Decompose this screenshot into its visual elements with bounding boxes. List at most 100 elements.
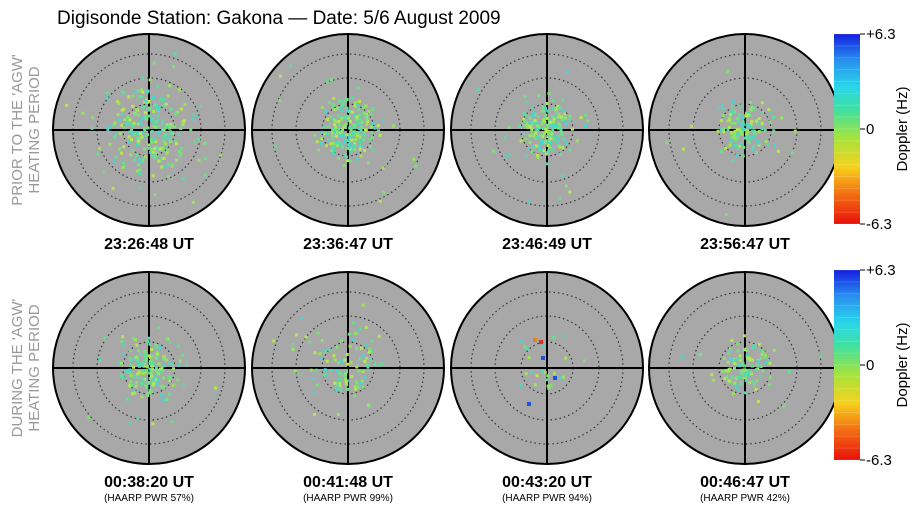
echo bbox=[175, 110, 179, 114]
echo bbox=[540, 122, 544, 126]
echo bbox=[348, 126, 352, 130]
echo bbox=[138, 172, 142, 176]
echo bbox=[199, 104, 203, 108]
echo bbox=[120, 374, 124, 378]
echo bbox=[148, 355, 152, 359]
echo bbox=[358, 357, 362, 361]
echo bbox=[337, 361, 341, 365]
echo bbox=[152, 379, 156, 383]
echo bbox=[117, 118, 121, 122]
echo bbox=[754, 387, 758, 391]
echo bbox=[360, 144, 364, 148]
echo bbox=[149, 389, 153, 393]
echo bbox=[343, 133, 347, 137]
echo bbox=[137, 113, 141, 117]
echo bbox=[576, 139, 580, 143]
echo bbox=[563, 356, 567, 360]
echo bbox=[338, 99, 342, 103]
echo bbox=[358, 135, 362, 139]
echo bbox=[681, 147, 685, 151]
echo bbox=[563, 112, 567, 116]
echo bbox=[741, 116, 745, 120]
echo bbox=[732, 135, 736, 139]
echo bbox=[146, 393, 150, 397]
echo bbox=[543, 370, 547, 374]
echo bbox=[155, 147, 159, 151]
echo bbox=[129, 380, 133, 384]
echo bbox=[547, 129, 551, 133]
echo bbox=[348, 147, 352, 151]
echo bbox=[751, 358, 755, 362]
echo bbox=[561, 146, 565, 150]
echo bbox=[535, 135, 539, 139]
echo bbox=[553, 376, 557, 380]
echo bbox=[165, 397, 169, 401]
echo bbox=[769, 110, 773, 114]
echo bbox=[738, 358, 742, 362]
echo bbox=[315, 383, 319, 387]
echo bbox=[755, 363, 759, 367]
echo bbox=[167, 174, 171, 178]
echo bbox=[172, 64, 176, 68]
echo bbox=[368, 138, 372, 142]
echo bbox=[183, 102, 187, 106]
echo bbox=[366, 365, 370, 369]
echo bbox=[369, 349, 373, 353]
echo bbox=[149, 371, 153, 375]
echo bbox=[341, 134, 345, 138]
echo bbox=[740, 368, 744, 372]
title: Digisonde Station: Gakona — Date: 5/6 Au… bbox=[57, 8, 501, 29]
echo bbox=[354, 331, 358, 335]
echo bbox=[340, 359, 344, 363]
echo bbox=[347, 135, 351, 139]
echo bbox=[381, 119, 385, 123]
echo bbox=[326, 117, 330, 121]
echo bbox=[536, 115, 540, 119]
echo bbox=[157, 362, 161, 366]
echo bbox=[126, 397, 130, 401]
echo bbox=[128, 122, 132, 126]
echo bbox=[119, 151, 123, 155]
echo bbox=[137, 141, 141, 145]
echo bbox=[155, 383, 159, 387]
echo bbox=[279, 74, 283, 78]
echo bbox=[176, 378, 180, 382]
echo bbox=[546, 374, 550, 378]
echo bbox=[131, 104, 135, 108]
echo bbox=[138, 186, 142, 190]
echo bbox=[558, 106, 562, 110]
echo bbox=[756, 141, 760, 145]
echo bbox=[743, 348, 747, 352]
echo bbox=[147, 114, 151, 118]
echo bbox=[362, 106, 366, 110]
echo bbox=[123, 369, 127, 373]
echo bbox=[559, 126, 563, 130]
echo bbox=[81, 111, 85, 115]
echo bbox=[760, 101, 764, 105]
echo bbox=[739, 104, 743, 108]
echo bbox=[550, 132, 554, 136]
echo bbox=[343, 139, 347, 143]
echo bbox=[554, 140, 558, 144]
echo bbox=[133, 338, 137, 342]
echo bbox=[743, 391, 747, 395]
echo bbox=[527, 402, 531, 406]
echo bbox=[751, 379, 755, 383]
echo bbox=[735, 384, 739, 388]
echo bbox=[320, 137, 324, 141]
echo bbox=[132, 133, 136, 137]
echo bbox=[788, 370, 792, 374]
echo bbox=[568, 190, 572, 194]
echo bbox=[532, 134, 536, 138]
echo bbox=[545, 102, 549, 106]
echo bbox=[357, 127, 361, 131]
echo bbox=[164, 133, 168, 137]
echo bbox=[359, 381, 363, 385]
echo bbox=[697, 353, 701, 357]
echo bbox=[356, 131, 360, 135]
echo bbox=[735, 153, 739, 157]
echo bbox=[557, 196, 561, 200]
echo bbox=[726, 369, 730, 373]
echo bbox=[146, 126, 150, 130]
echo bbox=[561, 116, 565, 120]
